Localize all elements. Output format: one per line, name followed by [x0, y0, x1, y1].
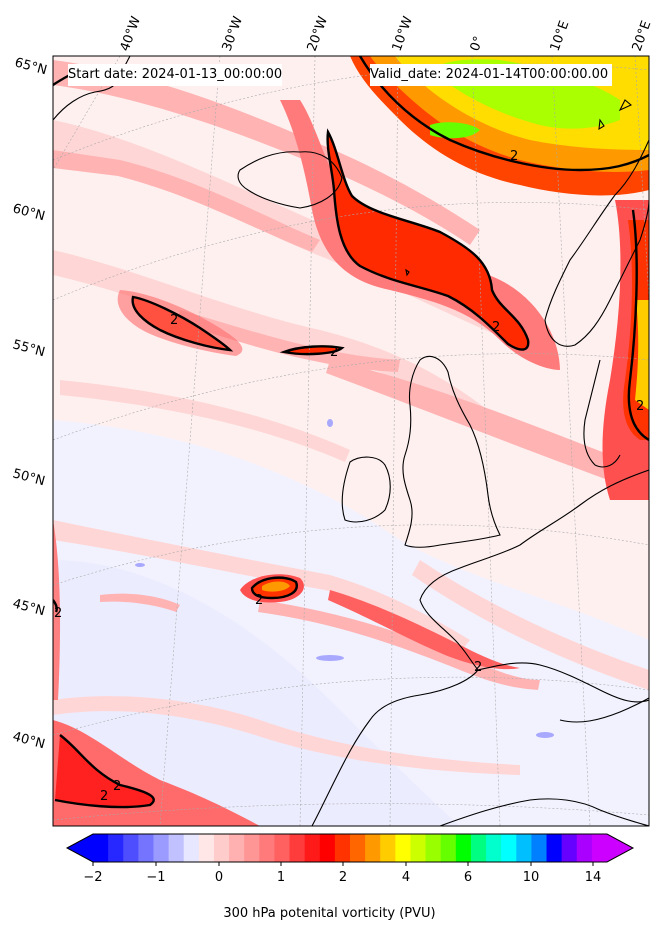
colorbar-swatch [561, 834, 578, 862]
colorbar-swatch [591, 834, 608, 862]
colorbar-swatch [440, 834, 457, 862]
colorbar-tick-label: −2 [83, 870, 102, 885]
colorbar-swatch [531, 834, 548, 862]
colorbar-swatch [470, 834, 487, 862]
colorbar-tick-label: 6 [464, 870, 472, 885]
contour-label: 2 [100, 789, 108, 804]
colorbar-swatch [244, 834, 260, 862]
latitude-labels: 65°N 60°N 55°N 50°N 45°N 40°N [11, 55, 49, 752]
colorbar-swatch [486, 834, 502, 862]
colorbar-swatch [350, 834, 366, 862]
biscay-pv-blob-peak [262, 581, 290, 592]
colorbar-swatch [410, 834, 427, 862]
east-pv-band-yellow [635, 300, 649, 410]
ireland-coast [341, 456, 391, 523]
lon-label: 10°E [548, 19, 573, 54]
colorbar-swatch [334, 834, 351, 862]
contour-label: 2 [636, 399, 644, 414]
longitude-labels: 40°W 30°W 20°W 10°W 0° 10°E 20°E [118, 14, 655, 53]
colorbar-title: 300 hPa potenital vorticity (PVU) [223, 906, 436, 921]
colorbar [65, 833, 635, 863]
colorbar-extend-max [607, 834, 633, 862]
lon-label: 0° [468, 34, 487, 53]
colorbar-extend-min [67, 834, 93, 862]
scandinavia-coast [544, 139, 649, 347]
contour-label: 2 [113, 779, 121, 794]
colorbar-tick-label: 1 [277, 870, 285, 885]
colorbar-ticks: −2 −1 0 1 2 4 6 10 14 [83, 862, 601, 885]
map-area: 2 2 2 2 2 2 2 2 2 2 [53, 56, 649, 826]
colorbar-swatch [274, 834, 291, 862]
lat-label: 60°N [11, 201, 47, 224]
lat-label: 55°N [11, 337, 47, 360]
pv-2-contours [53, 56, 649, 809]
colorbar-tick-label: 10 [523, 870, 540, 885]
colorbar-swatch [123, 834, 139, 862]
colorbar-swatch [380, 834, 396, 862]
colorbar-swatch [153, 834, 170, 862]
negative-pv-blob [536, 732, 554, 738]
colorbar-swatch [198, 834, 215, 862]
colorbar-swatch [289, 834, 306, 862]
colorbar-swatch [168, 834, 185, 862]
start-date-label: Start date: 2024-01-13_00:00:00 [68, 64, 283, 86]
iberia-north-streak [328, 590, 520, 670]
colorbar-swatch [516, 834, 532, 862]
negative-pv-blob [327, 419, 333, 427]
contour-label: 2 [170, 313, 178, 328]
lat-label: 50°N [11, 466, 47, 489]
lon-label: 20°E [630, 19, 655, 54]
colorbar-swatch [501, 834, 517, 862]
lon-label: 20°W [305, 14, 331, 53]
north-sea-pv-streamer-core [327, 132, 529, 350]
colorbar-swatch [546, 834, 563, 862]
colorbar-tick-label: 4 [402, 870, 410, 885]
colorbar-swatch [93, 834, 109, 862]
great-britain-coast [402, 355, 501, 548]
colorbar-tick-label: 2 [339, 870, 347, 885]
map-frame [52, 55, 650, 827]
valid-date-label: Valid_date: 2024-01-14T00:00:00.00 [370, 64, 613, 86]
colorbar-tick-label: 14 [585, 870, 602, 885]
contour-label: 2 [255, 593, 263, 608]
colorbar-swatch [183, 834, 200, 862]
arctic-pv-reservoir-peak [430, 122, 480, 139]
lon-label: 10°W [390, 14, 416, 53]
colorbar-swatch [304, 834, 321, 862]
colorbar-swatch [576, 834, 593, 862]
southwest-pv-core [55, 735, 154, 808]
west-filament-halo [117, 290, 243, 356]
colorbar-swatch [425, 834, 442, 862]
negative-pv-blob [316, 655, 344, 661]
contour-label: 2 [474, 660, 482, 675]
colorbar-swatch [259, 834, 275, 862]
colorbar-swatch [213, 834, 230, 862]
coastlines [53, 56, 649, 826]
colorbar-tick-label: 0 [215, 870, 223, 885]
contour-label: 2 [330, 345, 338, 360]
pv-streaks-medium [53, 60, 649, 690]
contour-label: 2 [54, 606, 62, 621]
colorbar-swatch [365, 834, 381, 862]
colorbar-swatch [229, 834, 245, 862]
colorbar-swatch [395, 834, 411, 862]
lon-label: 30°W [220, 14, 246, 53]
colorbar-swatch [138, 834, 154, 862]
north-africa-coast [439, 798, 649, 826]
lat-label: 45°N [11, 596, 47, 619]
contour-label: 2 [492, 320, 500, 335]
western-europe-coast [311, 469, 649, 826]
contour-labels: 2 2 2 2 2 2 2 2 2 2 [54, 149, 644, 804]
lat-label: 65°N [13, 55, 49, 78]
colorbar-swatch [455, 834, 472, 862]
lon-label: 40°W [118, 14, 144, 53]
colorbar-swatch [319, 834, 336, 862]
negative-pv-blob [135, 563, 145, 567]
contour-label: 2 [510, 149, 518, 164]
iceland-coast [237, 151, 343, 209]
colorbar-tick-label: −1 [146, 870, 165, 885]
colorbar-swatch [108, 834, 124, 862]
lat-label: 40°N [11, 729, 47, 752]
